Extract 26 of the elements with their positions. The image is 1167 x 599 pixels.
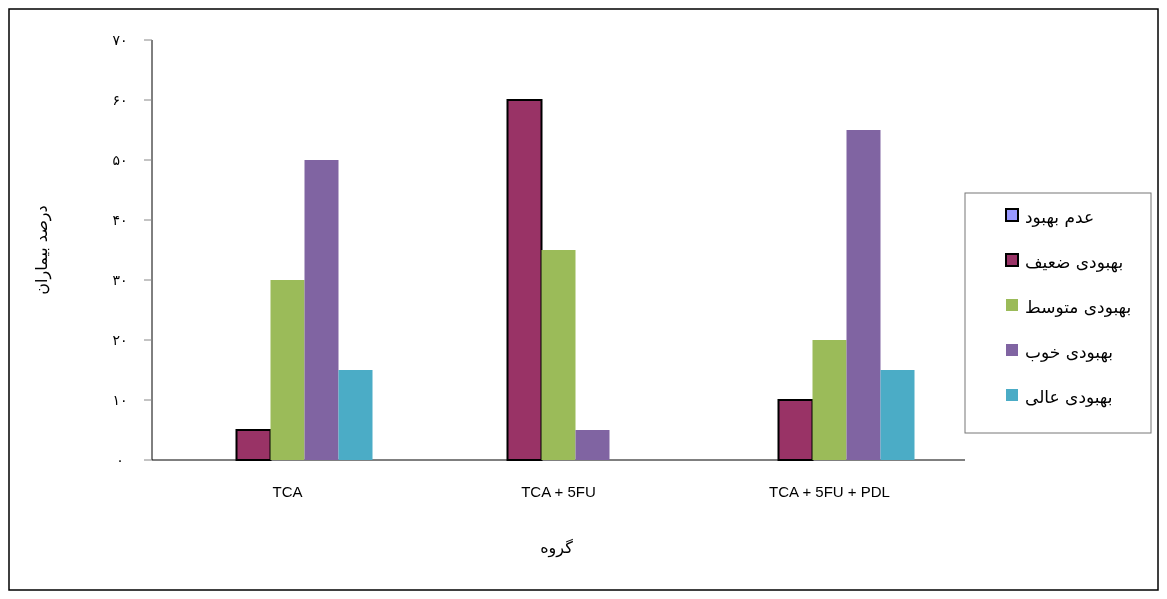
bar — [846, 130, 881, 460]
bar — [575, 430, 610, 460]
legend-label: بهبودی خوب — [1025, 342, 1114, 363]
y-tick-label: ۵۰ — [112, 152, 128, 168]
y-tick-label: ۶۰ — [112, 92, 128, 108]
bar — [270, 280, 305, 460]
y-tick-label: ۳۰ — [112, 272, 128, 288]
y-tick-label: ۲۰ — [112, 332, 128, 348]
bar — [338, 370, 373, 460]
x-tick-label: TCA + 5FU + PDL — [769, 483, 890, 500]
legend-label: بهبودی متوسط — [1025, 297, 1132, 318]
legend-label: بهبودی عالی — [1025, 387, 1113, 408]
y-tick-label: ۷۰ — [112, 32, 128, 48]
x-axis-title: گروه — [540, 538, 574, 558]
bar — [304, 160, 339, 460]
y-tick-label: ۰ — [116, 452, 124, 468]
y-tick-label: ۱۰ — [112, 392, 128, 408]
x-tick-label: TCA — [272, 483, 303, 500]
y-tick-label: ۴۰ — [112, 212, 128, 228]
legend-label: بهبودی ضعیف — [1025, 252, 1124, 273]
bar — [880, 370, 915, 460]
bar — [812, 340, 847, 460]
y-axis-title: درصد بیماران — [32, 205, 52, 295]
x-tick-label: TCA + 5FU — [521, 483, 596, 500]
legend-label: عدم بهبود — [1025, 207, 1095, 228]
bar — [541, 250, 576, 460]
